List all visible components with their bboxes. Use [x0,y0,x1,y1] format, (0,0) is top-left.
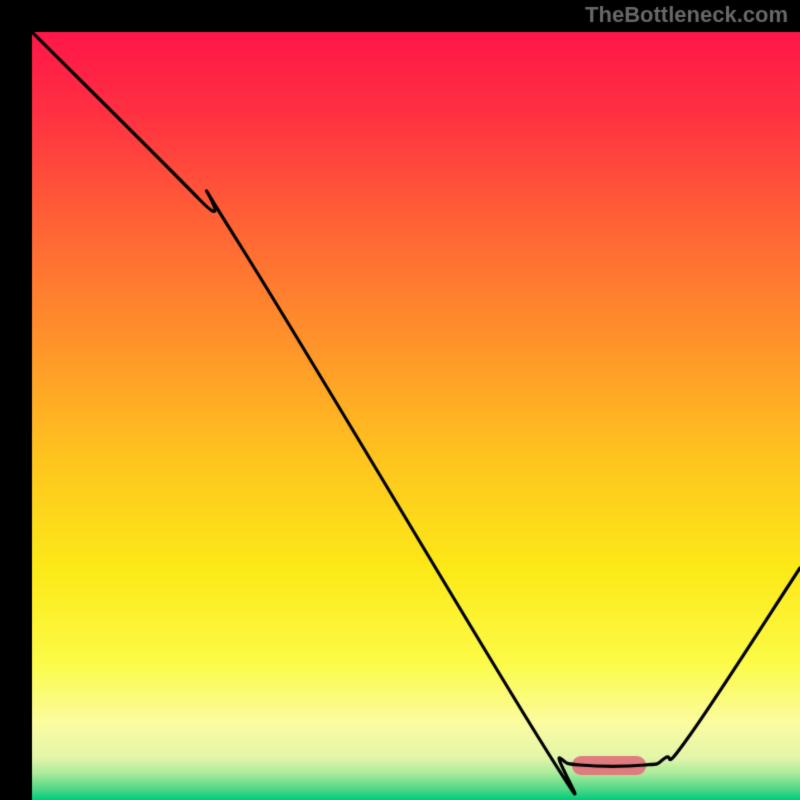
bottleneck-chart [0,0,800,800]
chart-canvas [0,0,800,800]
